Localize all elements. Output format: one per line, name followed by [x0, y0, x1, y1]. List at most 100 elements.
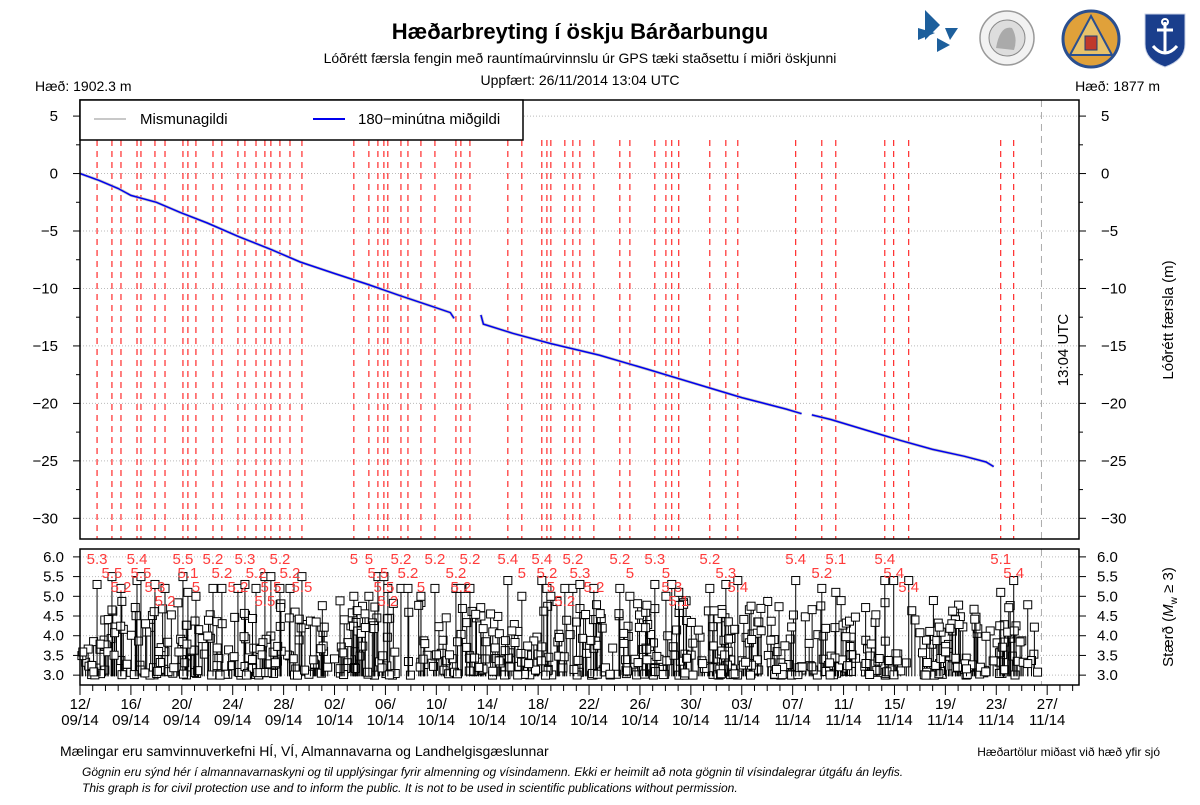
event-marker [595, 609, 605, 619]
event-marker [1004, 603, 1014, 613]
event-marker [453, 669, 463, 679]
event-marker [559, 652, 569, 662]
event-marker [788, 610, 798, 620]
large-event-marker [517, 591, 527, 601]
event-marker [370, 602, 380, 612]
event-marker [141, 619, 151, 629]
large-event-marker [160, 583, 170, 593]
large-event-magnitude-label: 5.2 [391, 551, 412, 568]
event-marker [552, 597, 562, 607]
large-event-magnitude-label: 5 [417, 579, 425, 596]
series-median-180min [79, 172, 455, 319]
event-marker [524, 659, 534, 669]
large-event-magnitude-label: 5.2 [450, 579, 471, 596]
large-event-magnitude-label: 5.4 [883, 565, 904, 582]
event-marker [204, 615, 214, 625]
event-marker [486, 609, 496, 619]
event-marker [432, 650, 442, 660]
large-event-marker [383, 583, 393, 593]
large-event-magnitude-label: 5.1 [990, 551, 1011, 568]
ylabel-part-1: Stærð ( [1160, 617, 1177, 667]
event-marker [921, 670, 931, 680]
event-marker [505, 662, 515, 672]
legend-label-mismunagildi: Mismunagildi [140, 111, 228, 128]
event-marker [861, 603, 871, 613]
event-marker [323, 662, 333, 672]
event-marker [378, 651, 388, 661]
event-marker [925, 626, 935, 636]
event-marker [662, 656, 672, 666]
y-tick-label-left: 3.5 [43, 647, 64, 664]
event-marker [405, 670, 415, 680]
event-marker [248, 655, 258, 665]
event-marker [558, 663, 568, 673]
event-marker [562, 615, 572, 625]
event-marker [865, 669, 875, 679]
event-marker [777, 670, 787, 680]
large-event-magnitude-label: 5.2 [228, 579, 249, 596]
large-event-magnitude-label: 5.3 [644, 551, 665, 568]
x-tick-label-month: 09/14 [214, 712, 252, 729]
event-marker [686, 617, 696, 627]
large-event-marker [904, 576, 914, 586]
event-marker [800, 612, 810, 622]
large-event-marker [503, 576, 513, 586]
large-event-magnitude-label: 5 [350, 551, 358, 568]
event-marker [248, 613, 258, 623]
event-marker [388, 598, 398, 608]
event-marker [605, 669, 615, 679]
event-marker [117, 670, 127, 680]
x-tick-label-month: 10/14 [570, 712, 608, 729]
event-marker [352, 606, 362, 616]
event-marker [821, 623, 831, 633]
event-marker [513, 670, 523, 680]
event-marker [708, 641, 718, 651]
large-event-magnitude-label: 5.4 [1003, 565, 1024, 582]
large-event-magnitude-label: 5.3 [715, 565, 736, 582]
event-marker [614, 609, 624, 619]
x-tick-label-day: 26/ [630, 696, 652, 713]
event-marker [130, 602, 140, 612]
y-tick-label-right: −5 [1101, 223, 1118, 240]
large-event-magnitude-label: 5 [192, 579, 200, 596]
event-marker [709, 606, 719, 616]
x-tick-label-month: 11/14 [927, 712, 963, 729]
event-marker [746, 601, 756, 611]
event-marker [1015, 637, 1025, 647]
event-marker [117, 596, 127, 606]
y-tick-label-left: −25 [33, 453, 58, 470]
event-marker [529, 636, 539, 646]
event-marker [414, 600, 424, 610]
large-event-magnitude-label: 5.1 [177, 565, 198, 582]
event-marker [212, 643, 222, 653]
large-event-marker [107, 572, 117, 582]
footer-height-note: Hæðartölur miðast við hæð yfir sjó [977, 745, 1160, 759]
event-marker [981, 667, 991, 677]
footer-credit: Mælingar eru samvinnuverkefni HÍ, VÍ, Al… [60, 743, 549, 759]
large-event-magnitude-label: 5.2 [811, 565, 832, 582]
large-event-marker [575, 579, 585, 589]
event-marker [780, 641, 790, 651]
large-event-magnitude-label: 5.4 [874, 551, 895, 568]
event-marker [490, 643, 500, 653]
event-marker [288, 654, 298, 664]
y-tick-label-right: 3.0 [1097, 667, 1118, 684]
event-marker [874, 654, 884, 664]
x-tick-label-month: 10/14 [367, 712, 405, 729]
event-marker [954, 600, 964, 610]
y-tick-label-left: 4.5 [43, 608, 64, 625]
event-marker [668, 642, 678, 652]
large-event-magnitude-label: 5.2 [155, 593, 176, 610]
large-event-marker [674, 587, 684, 597]
event-marker [317, 601, 327, 611]
large-event-magnitude-label: 5.4 [497, 551, 518, 568]
y-tick-label-right: 5.5 [1097, 569, 1118, 586]
event-marker [910, 615, 920, 625]
event-marker [224, 645, 234, 655]
event-marker [825, 670, 835, 680]
large-event-marker [92, 579, 102, 589]
x-tick-label-day: 20/ [171, 696, 193, 713]
event-marker [270, 658, 280, 668]
large-event-magnitude-label: 5.5 [260, 579, 281, 596]
